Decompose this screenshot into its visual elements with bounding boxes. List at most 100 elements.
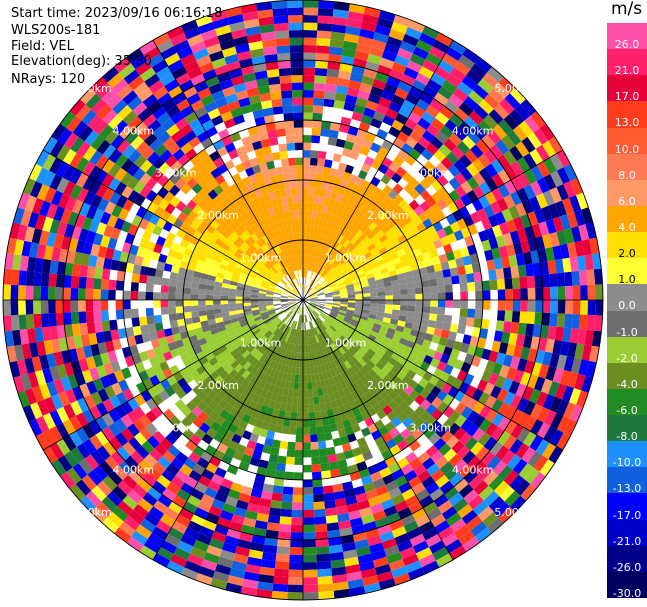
velocity-bin (358, 233, 367, 242)
velocity-bin (349, 335, 358, 343)
velocity-bin (407, 305, 416, 312)
velocity-bin (357, 403, 367, 414)
velocity-bin (518, 463, 534, 480)
velocity-bin (263, 208, 271, 218)
colorbar-segment (607, 101, 647, 129)
velocity-bin (335, 169, 345, 179)
velocity-bin (286, 396, 293, 405)
velocity-bin (69, 99, 86, 116)
velocity-bin (137, 107, 152, 122)
velocity-bin (345, 281, 353, 287)
velocity-bin (222, 255, 232, 263)
velocity-bin (160, 344, 170, 354)
velocity-bin (133, 121, 148, 136)
velocity-bin (117, 500, 134, 516)
velocity-bin (339, 354, 348, 363)
velocity-bin (563, 181, 577, 198)
velocity-bin (274, 424, 284, 434)
velocity-bin (423, 354, 434, 365)
velocity-bin (380, 325, 389, 333)
velocity-bin (384, 242, 394, 252)
velocity-bin (108, 279, 117, 291)
velocity-bin (175, 300, 184, 307)
velocity-bin (293, 127, 303, 136)
velocity-bin (70, 311, 80, 325)
velocity-bin (339, 305, 348, 310)
velocity-bin (166, 375, 178, 386)
velocity-bin (358, 347, 368, 356)
velocity-bin (70, 275, 80, 289)
velocity-bin (405, 560, 422, 574)
velocity-bin (497, 416, 511, 431)
velocity-bin (315, 418, 323, 427)
velocity-bin (38, 354, 50, 370)
velocity-bin (365, 489, 379, 500)
velocity-bin (424, 381, 436, 393)
velocity-bin (406, 282, 415, 290)
velocity-bin (329, 268, 337, 275)
range-ring-label: 3.00km (155, 421, 197, 434)
velocity-bin (118, 63, 136, 79)
velocity-bin (164, 52, 181, 67)
velocity-bin (274, 254, 281, 263)
velocity-bin (60, 208, 72, 224)
velocity-bin (242, 230, 252, 239)
velocity-bin (344, 369, 353, 378)
velocity-bin (267, 286, 275, 291)
velocity-bin (78, 311, 87, 324)
velocity-bin (293, 305, 299, 313)
velocity-bin (587, 284, 596, 300)
velocity-bin (318, 219, 325, 228)
velocity-bin (536, 422, 551, 439)
velocity-bin (219, 510, 234, 522)
colorbar-segment (607, 362, 647, 390)
velocity-bin (10, 284, 19, 300)
velocity-bin (332, 298, 341, 300)
velocity-bin (289, 37, 303, 46)
velocity-bin (304, 255, 308, 263)
velocity-bin (63, 300, 71, 313)
velocity-bin (114, 432, 129, 447)
velocity-bin (49, 218, 61, 235)
velocity-bin (461, 75, 478, 91)
velocity-bin (503, 194, 516, 209)
velocity-bin (237, 224, 247, 234)
velocity-bin (304, 277, 307, 286)
velocity-bin (137, 478, 152, 493)
velocity-bin (211, 260, 221, 268)
velocity-bin (183, 311, 192, 319)
velocity-bin (367, 93, 381, 104)
velocity-bin (369, 288, 378, 293)
velocity-bin (196, 351, 206, 360)
velocity-bin (324, 245, 331, 254)
velocity-bin (309, 172, 317, 181)
velocity-bin (278, 347, 285, 357)
velocity-bin (298, 382, 303, 390)
velocity-bin (493, 82, 510, 99)
velocity-bin (196, 400, 208, 412)
velocity-bin (55, 312, 65, 326)
velocity-bin (401, 142, 414, 155)
velocity-bin (260, 389, 269, 399)
velocity-bin (459, 282, 468, 292)
velocity-bin (352, 316, 361, 322)
velocity-bin (316, 334, 322, 343)
velocity-bin (57, 193, 71, 209)
velocity-bin (285, 218, 292, 227)
velocity-bin (147, 119, 162, 133)
velocity-bin (453, 390, 466, 403)
velocity-bin (364, 218, 374, 228)
velocity-bin (245, 25, 261, 36)
velocity-bin (459, 246, 470, 258)
velocity-bin (437, 307, 446, 315)
velocity-bin (394, 475, 408, 488)
velocity-bin (326, 522, 340, 532)
velocity-bin (362, 450, 374, 462)
velocity-bin (238, 244, 248, 253)
velocity-bin (27, 371, 40, 389)
velocity-bin (179, 123, 193, 137)
velocity-bin (49, 140, 64, 158)
velocity-bin (306, 337, 311, 345)
velocity-bin (348, 79, 362, 90)
velocity-bin (131, 54, 148, 70)
